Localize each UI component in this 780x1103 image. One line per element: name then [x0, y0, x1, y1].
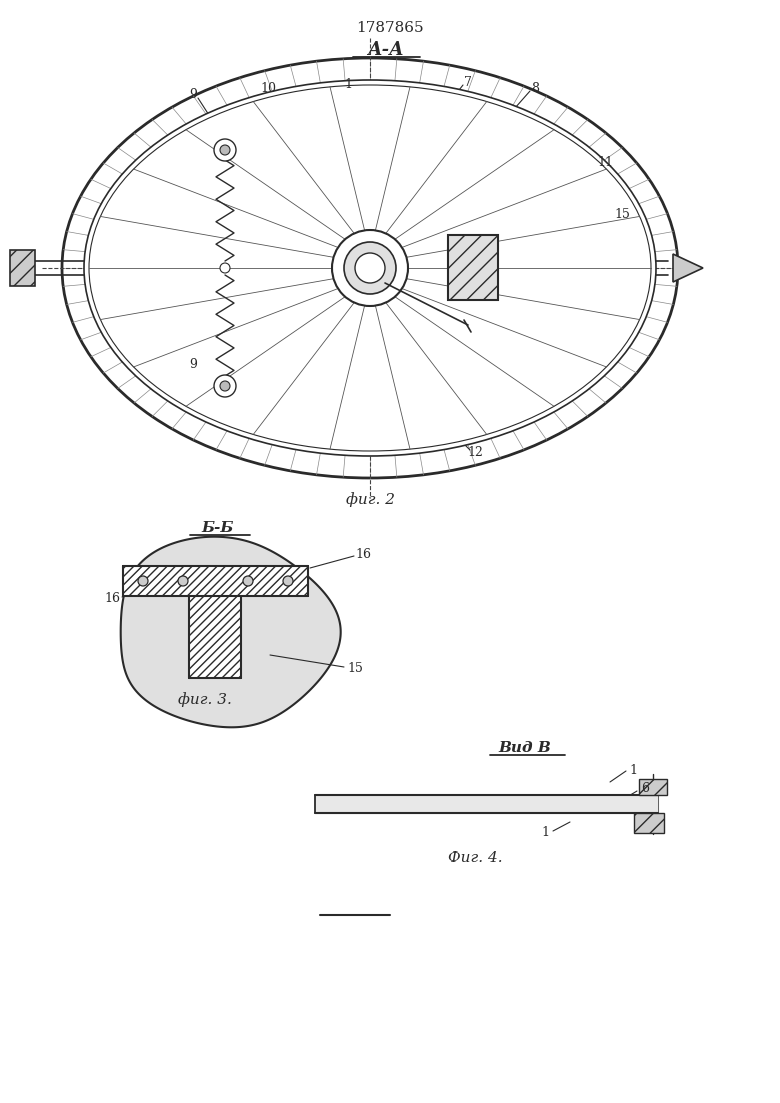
Circle shape: [214, 139, 236, 161]
Circle shape: [283, 576, 293, 586]
Circle shape: [178, 576, 188, 586]
Bar: [448, 235, 498, 300]
Text: 1: 1: [629, 763, 637, 777]
Text: 9: 9: [189, 88, 197, 101]
Text: Фиг. 4.: Фиг. 4.: [448, 852, 502, 865]
Bar: [634, 813, 664, 833]
Circle shape: [220, 381, 230, 390]
Circle shape: [220, 144, 230, 156]
Text: 9: 9: [189, 358, 197, 372]
Text: 10: 10: [260, 82, 276, 95]
Polygon shape: [673, 254, 703, 282]
Polygon shape: [315, 795, 658, 813]
Circle shape: [355, 253, 385, 283]
Ellipse shape: [84, 81, 656, 456]
Circle shape: [220, 263, 230, 274]
Bar: [10, 250, 35, 286]
Text: 6: 6: [641, 782, 649, 795]
Circle shape: [344, 242, 396, 295]
Text: 1787865: 1787865: [356, 21, 424, 35]
Text: А-А: А-А: [367, 41, 403, 58]
Text: 15: 15: [614, 208, 630, 222]
Ellipse shape: [62, 58, 678, 478]
Circle shape: [332, 231, 408, 306]
Bar: [639, 779, 667, 795]
Text: 7: 7: [464, 75, 472, 88]
Circle shape: [138, 576, 148, 586]
Text: 16: 16: [355, 548, 371, 561]
Text: фиг. 2: фиг. 2: [346, 493, 395, 507]
Bar: [189, 596, 241, 678]
Text: 12: 12: [467, 447, 483, 460]
Circle shape: [214, 375, 236, 397]
Text: 1: 1: [541, 826, 549, 839]
Ellipse shape: [62, 58, 678, 478]
Text: 11: 11: [597, 156, 613, 169]
Text: 8: 8: [531, 82, 539, 95]
Ellipse shape: [89, 85, 651, 451]
Text: Б-Б: Б-Б: [202, 521, 234, 535]
Text: Вид В: Вид В: [498, 741, 551, 754]
Text: 15: 15: [347, 662, 363, 675]
Polygon shape: [121, 537, 341, 727]
Text: 1: 1: [344, 78, 352, 92]
Bar: [123, 566, 308, 596]
Text: 16: 16: [104, 591, 120, 604]
Circle shape: [243, 576, 253, 586]
Text: фиг. 3.: фиг. 3.: [178, 693, 232, 707]
